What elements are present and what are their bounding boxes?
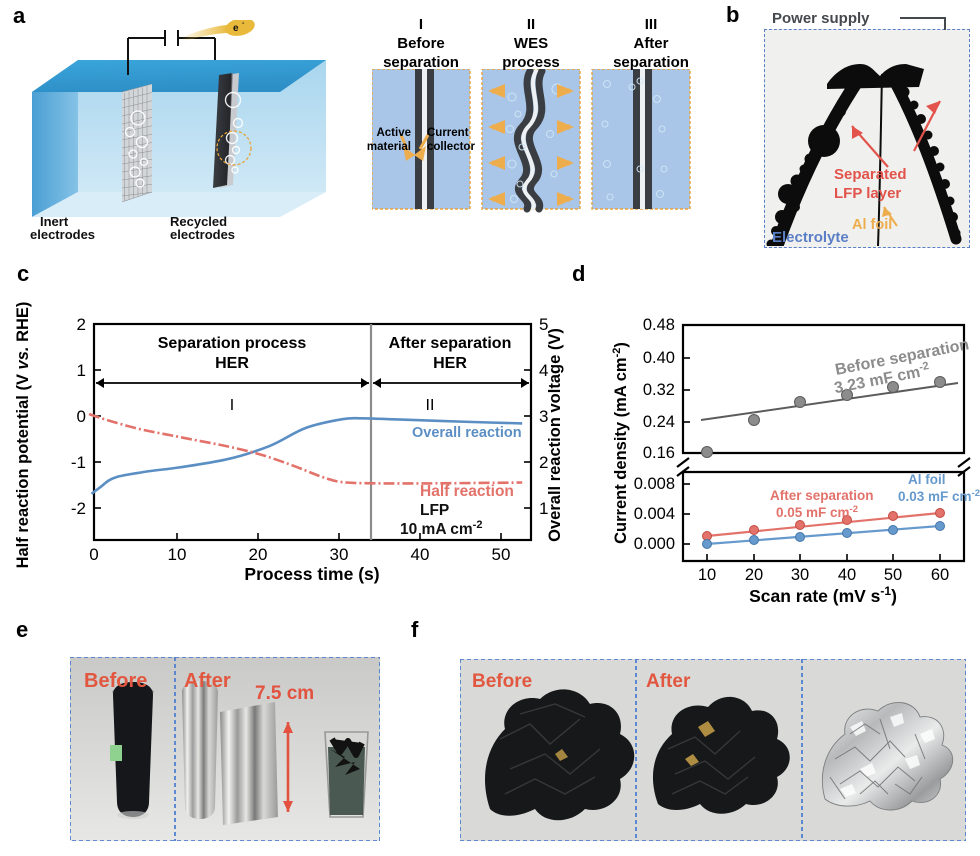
svg-text:0.40: 0.40 <box>643 349 675 367</box>
svg-text:-1: -1 <box>71 453 86 472</box>
svg-text:20: 20 <box>745 566 763 584</box>
svg-text:50: 50 <box>884 566 902 584</box>
svg-text:HER: HER <box>433 355 467 372</box>
svg-text:0.05 mF cm-2: 0.05 mF cm-2 <box>776 504 858 521</box>
svg-text:0: 0 <box>77 407 86 426</box>
svg-text:0.03 mF cm-2: 0.03 mF cm-2 <box>898 488 980 505</box>
svg-text:After separation: After separation <box>770 488 874 503</box>
svg-text:Electrolyte: Electrolyte <box>772 229 849 246</box>
svg-text:0.004: 0.004 <box>634 505 675 523</box>
svg-text:e: e <box>233 23 239 34</box>
svg-text:0.16: 0.16 <box>643 444 675 462</box>
svg-text:0: 0 <box>89 545 98 564</box>
svg-text:40: 40 <box>838 566 856 584</box>
svg-text:Separation process: Separation process <box>158 335 307 352</box>
svg-text:After: After <box>184 670 231 692</box>
svg-text:Half reaction potential (V vs.: Half reaction potential (V vs. RHE) <box>14 302 32 569</box>
svg-text:Process time (s): Process time (s) <box>244 564 379 584</box>
svg-text:0.24: 0.24 <box>643 413 675 431</box>
svg-text:Separated: Separated <box>834 166 907 183</box>
svg-text:Current density (mA cm-2): Current density (mA cm-2) <box>611 342 630 544</box>
svg-text:1: 1 <box>77 361 86 380</box>
svg-text:Al foil: Al foil <box>908 472 946 487</box>
svg-text:Overall reaction: Overall reaction <box>412 425 522 441</box>
svg-text:LFP: LFP <box>420 502 449 519</box>
svg-text:LFP layer: LFP layer <box>834 185 901 202</box>
svg-text:Before: Before <box>472 671 532 692</box>
svg-text:0.32: 0.32 <box>643 381 675 399</box>
svg-text:Al foil: Al foil <box>852 217 892 233</box>
svg-text:Scan rate (mV s-1): Scan rate (mV s-1) <box>749 584 897 606</box>
svg-text:HER: HER <box>215 355 249 372</box>
svg-text:30: 30 <box>791 566 809 584</box>
svg-text:II: II <box>426 397 435 414</box>
svg-text:20: 20 <box>249 545 268 564</box>
svg-text:0.000: 0.000 <box>634 535 675 553</box>
svg-text:electrodes: electrodes <box>170 227 235 240</box>
svg-text:2: 2 <box>77 315 86 334</box>
svg-text:10 mA cm-2: 10 mA cm-2 <box>400 519 482 538</box>
svg-text:After separation: After separation <box>389 335 512 352</box>
svg-text:electrodes: electrodes <box>30 227 95 240</box>
svg-text:Before: Before <box>84 670 147 692</box>
svg-text:50: 50 <box>492 545 511 564</box>
svg-text:10: 10 <box>168 545 187 564</box>
svg-text:0.48: 0.48 <box>643 316 675 334</box>
svg-text:After: After <box>646 671 691 692</box>
svg-text:10: 10 <box>698 566 716 584</box>
svg-text:0.008: 0.008 <box>634 475 675 493</box>
svg-text:Half reaction: Half reaction <box>420 483 514 500</box>
svg-text:-2: -2 <box>71 499 86 518</box>
svg-text:I: I <box>230 397 234 414</box>
svg-text:7.5 cm: 7.5 cm <box>255 683 314 704</box>
svg-text:30: 30 <box>330 545 349 564</box>
svg-text:60: 60 <box>931 566 949 584</box>
svg-text:40: 40 <box>411 545 430 564</box>
